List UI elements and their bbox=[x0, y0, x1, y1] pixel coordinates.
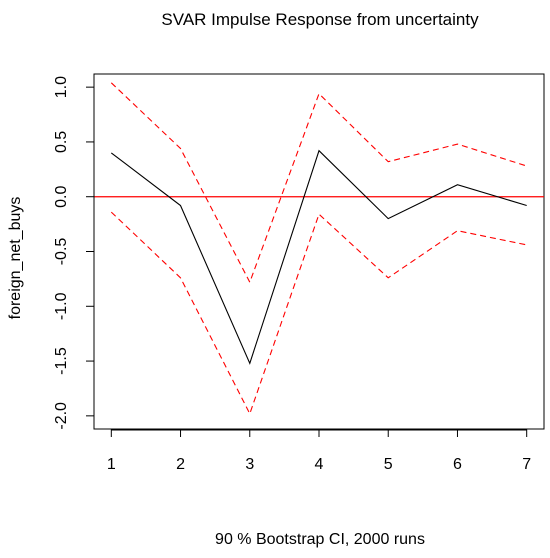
series-line-impulse-response bbox=[110, 149, 527, 365]
series-line-upper-ci bbox=[110, 82, 527, 284]
y-tick-label: 1.0 bbox=[53, 76, 70, 98]
series-line-lower-ci bbox=[110, 211, 527, 416]
y-tick-label: -1.0 bbox=[53, 292, 70, 320]
x-axis: 1 2 3 4 5 6 7 bbox=[107, 429, 531, 473]
x-tick-label: 2 bbox=[176, 456, 185, 473]
x-tick-label: 1 bbox=[107, 456, 116, 473]
x-axis-label: 90 % Bootstrap CI, 2000 runs bbox=[215, 531, 425, 548]
chart-title: SVAR Impulse Response from uncertainty bbox=[161, 10, 479, 29]
y-tick-label: 0.5 bbox=[53, 131, 70, 153]
y-axis: -2.0 -1.5 -1.0 -0.5 0.0 0.5 1.0 bbox=[53, 76, 95, 430]
y-axis-label: foreign_net_buys bbox=[7, 197, 24, 320]
x-tick-label: 5 bbox=[384, 456, 393, 473]
x-tick-label: 4 bbox=[315, 456, 324, 473]
x-tick-label: 6 bbox=[453, 456, 462, 473]
y-tick-label: -1.5 bbox=[53, 347, 70, 375]
x-tick-label: 3 bbox=[245, 456, 254, 473]
y-tick-label: -0.5 bbox=[53, 238, 70, 266]
plot-area bbox=[93, 73, 545, 430]
y-tick-label: 0.0 bbox=[53, 185, 70, 207]
plot-frame bbox=[93, 73, 545, 430]
y-tick-label: -2.0 bbox=[53, 402, 70, 430]
x-tick-label: 7 bbox=[522, 456, 531, 473]
